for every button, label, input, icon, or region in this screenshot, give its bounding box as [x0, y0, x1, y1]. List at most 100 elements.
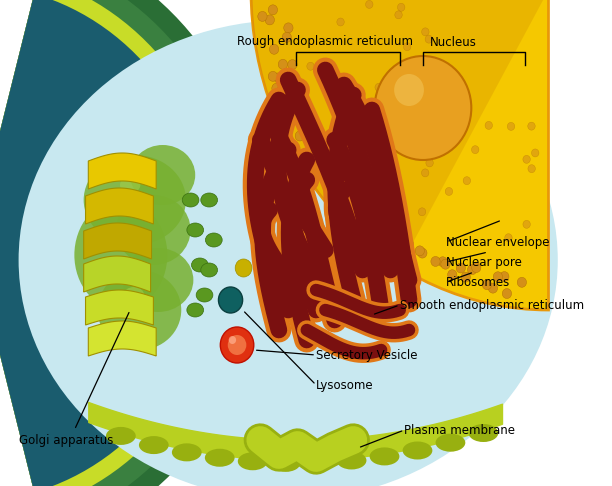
- Circle shape: [311, 144, 320, 154]
- Polygon shape: [88, 153, 156, 189]
- Ellipse shape: [469, 424, 498, 442]
- Circle shape: [284, 23, 293, 33]
- Circle shape: [502, 289, 512, 298]
- Ellipse shape: [116, 195, 190, 265]
- Circle shape: [220, 327, 254, 363]
- Circle shape: [375, 83, 382, 91]
- Circle shape: [488, 283, 498, 293]
- Ellipse shape: [123, 248, 193, 312]
- Circle shape: [361, 122, 368, 130]
- Circle shape: [278, 59, 288, 69]
- Circle shape: [283, 81, 292, 91]
- Circle shape: [485, 122, 493, 129]
- Circle shape: [418, 248, 427, 258]
- Circle shape: [352, 206, 361, 216]
- Ellipse shape: [130, 145, 195, 205]
- Circle shape: [326, 154, 336, 164]
- Circle shape: [268, 5, 277, 15]
- Circle shape: [406, 255, 415, 264]
- Circle shape: [445, 188, 453, 195]
- Circle shape: [365, 0, 373, 8]
- Circle shape: [438, 257, 447, 267]
- Polygon shape: [84, 256, 151, 292]
- Circle shape: [278, 83, 287, 93]
- Circle shape: [368, 210, 378, 220]
- Ellipse shape: [172, 443, 201, 461]
- Circle shape: [307, 62, 314, 70]
- Circle shape: [353, 180, 362, 190]
- Ellipse shape: [18, 20, 558, 486]
- Ellipse shape: [205, 449, 234, 467]
- Circle shape: [517, 278, 526, 287]
- Text: Smooth endoplasmic reticulum: Smooth endoplasmic reticulum: [400, 298, 584, 312]
- Circle shape: [274, 73, 283, 83]
- Ellipse shape: [304, 453, 334, 471]
- Circle shape: [419, 208, 426, 216]
- Circle shape: [310, 133, 319, 143]
- Text: Rough endoplasmic reticulum: Rough endoplasmic reticulum: [237, 35, 413, 49]
- Circle shape: [398, 62, 406, 70]
- Text: Golgi apparatus: Golgi apparatus: [18, 434, 113, 447]
- Circle shape: [378, 203, 387, 212]
- Text: Nuclear envelope: Nuclear envelope: [446, 236, 550, 248]
- Circle shape: [350, 207, 359, 216]
- Wedge shape: [0, 0, 212, 486]
- Circle shape: [441, 106, 448, 114]
- Polygon shape: [88, 321, 156, 356]
- Ellipse shape: [120, 177, 140, 193]
- Circle shape: [397, 3, 405, 11]
- Ellipse shape: [238, 452, 267, 470]
- Text: Secretory Vesicle: Secretory Vesicle: [316, 348, 417, 362]
- Text: Lysosome: Lysosome: [316, 379, 374, 392]
- Circle shape: [523, 156, 531, 163]
- Ellipse shape: [436, 434, 465, 451]
- Ellipse shape: [192, 258, 208, 272]
- Ellipse shape: [337, 451, 367, 469]
- Circle shape: [360, 200, 370, 210]
- Circle shape: [371, 174, 378, 182]
- Circle shape: [337, 18, 345, 26]
- Circle shape: [235, 259, 252, 277]
- Circle shape: [305, 130, 315, 140]
- Ellipse shape: [403, 441, 432, 459]
- Ellipse shape: [187, 223, 204, 237]
- Text: Ribosomes: Ribosomes: [446, 276, 510, 289]
- Text: Plasma membrane: Plasma membrane: [405, 423, 515, 436]
- Text: Nucleus: Nucleus: [430, 35, 476, 49]
- Wedge shape: [0, 0, 228, 486]
- Circle shape: [387, 212, 396, 223]
- Wedge shape: [251, 0, 548, 310]
- Ellipse shape: [182, 193, 199, 207]
- Circle shape: [505, 234, 512, 242]
- Circle shape: [471, 146, 479, 154]
- Circle shape: [415, 246, 425, 256]
- Circle shape: [528, 165, 536, 173]
- Wedge shape: [0, 0, 265, 486]
- Circle shape: [295, 131, 304, 141]
- Ellipse shape: [105, 234, 125, 250]
- Circle shape: [309, 163, 318, 173]
- Circle shape: [507, 122, 515, 130]
- Circle shape: [425, 35, 433, 43]
- Circle shape: [229, 336, 236, 344]
- Circle shape: [384, 88, 391, 96]
- Circle shape: [499, 272, 509, 281]
- Circle shape: [493, 272, 502, 282]
- Ellipse shape: [370, 448, 400, 466]
- Circle shape: [315, 129, 324, 139]
- Circle shape: [346, 123, 354, 131]
- Circle shape: [265, 15, 274, 25]
- Ellipse shape: [75, 200, 167, 310]
- Ellipse shape: [271, 454, 300, 472]
- Circle shape: [269, 44, 278, 54]
- Ellipse shape: [201, 263, 217, 277]
- Ellipse shape: [187, 303, 204, 317]
- Circle shape: [228, 335, 247, 355]
- Circle shape: [288, 60, 297, 69]
- Circle shape: [395, 11, 402, 19]
- Circle shape: [283, 73, 293, 84]
- Polygon shape: [84, 223, 152, 259]
- Circle shape: [461, 272, 471, 282]
- Circle shape: [363, 191, 372, 201]
- Circle shape: [441, 259, 450, 269]
